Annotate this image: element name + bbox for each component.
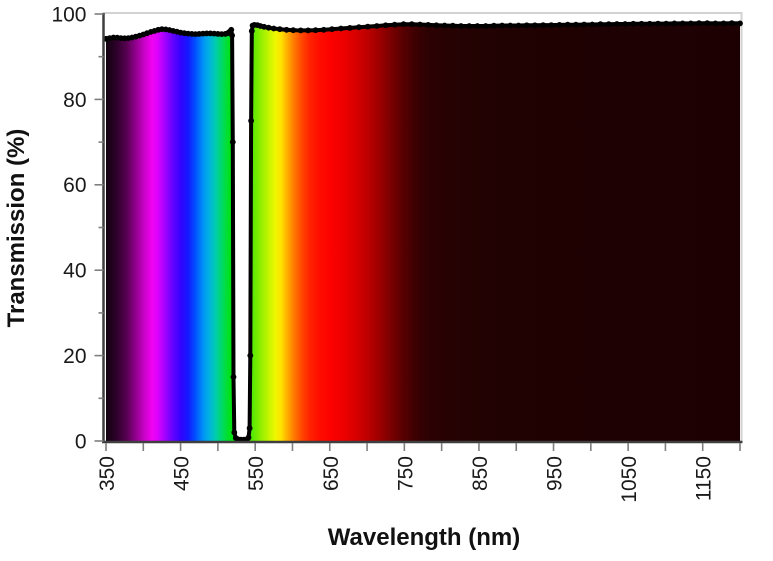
data-point-marker — [573, 21, 579, 28]
data-point-marker — [408, 21, 415, 28]
data-point-marker — [248, 117, 255, 124]
data-point-marker — [474, 23, 481, 29]
x-axis-title: Wavelength (nm) — [328, 524, 520, 551]
data-point-marker — [679, 20, 686, 27]
data-point-marker — [687, 20, 694, 27]
y-axis-title: Transmission (%) — [3, 129, 30, 328]
data-point-marker — [247, 352, 254, 359]
data-point-marker — [532, 22, 538, 29]
data-point-marker — [614, 21, 620, 27]
data-point-marker — [276, 26, 283, 33]
y-tick-label: 0 — [75, 430, 87, 453]
data-point-marker — [737, 20, 743, 27]
data-point-marker — [712, 20, 719, 27]
data-point-marker — [417, 21, 423, 28]
spectrum-area-path — [106, 23, 740, 441]
data-point-marker — [283, 26, 290, 33]
data-point-marker — [646, 20, 653, 27]
data-point-marker — [382, 22, 389, 29]
x-tick-label: 850 — [469, 456, 492, 491]
data-point-marker — [290, 27, 297, 34]
data-point-marker — [400, 21, 407, 28]
data-point-marker — [312, 27, 319, 34]
data-point-marker — [441, 22, 448, 29]
data-point-marker — [246, 425, 253, 432]
x-tick-label: 350 — [96, 456, 119, 491]
data-point-marker — [491, 22, 497, 29]
data-point-marker — [373, 23, 380, 29]
data-point-marker — [305, 27, 311, 34]
data-point-marker — [270, 25, 277, 32]
data-point-marker — [356, 24, 362, 31]
data-point-marker — [449, 22, 456, 29]
data-point-marker — [425, 22, 432, 28]
data-point-marker — [265, 24, 272, 31]
data-point-marker — [655, 20, 661, 27]
data-point-marker — [230, 374, 237, 380]
x-tick-label: 950 — [544, 456, 567, 491]
data-point-marker — [515, 22, 522, 29]
data-point-marker — [630, 20, 637, 27]
data-point-marker — [466, 23, 473, 29]
x-tick-label: 1150 — [693, 456, 716, 501]
data-point-marker — [245, 434, 252, 441]
data-point-marker — [720, 20, 727, 27]
data-point-marker — [597, 21, 604, 28]
data-point-marker — [261, 23, 267, 30]
x-tick-label: 650 — [320, 456, 343, 491]
data-point-marker — [433, 22, 440, 29]
data-point-marker — [728, 20, 735, 27]
data-point-marker — [229, 32, 236, 39]
x-tick-label: 750 — [394, 456, 417, 491]
data-point-marker — [540, 22, 546, 28]
x-tick-label: 550 — [245, 456, 268, 491]
data-point-marker — [622, 21, 628, 27]
y-tick-label: 60 — [63, 174, 86, 197]
data-point-marker — [507, 22, 514, 29]
data-point-marker — [228, 26, 235, 33]
data-point-marker — [231, 429, 238, 436]
data-point-marker — [696, 20, 702, 27]
data-point-marker — [297, 27, 304, 34]
transmission-curve — [103, 20, 743, 443]
data-point-marker — [248, 28, 255, 34]
data-point-marker — [320, 26, 327, 33]
y-tick-label: 20 — [63, 345, 86, 368]
y-tick-label: 80 — [63, 89, 86, 112]
y-tick-label: 100 — [51, 3, 86, 26]
data-point-marker — [391, 21, 398, 28]
data-point-marker — [605, 21, 612, 28]
y-tick-label: 40 — [63, 260, 86, 283]
data-point-marker — [364, 23, 371, 30]
data-point-marker — [482, 23, 489, 29]
data-point-marker — [671, 20, 678, 27]
data-point-marker — [663, 20, 670, 27]
data-point-marker — [229, 139, 236, 146]
data-point-marker — [548, 22, 555, 28]
data-point-marker — [564, 21, 571, 28]
data-point-marker — [638, 20, 645, 27]
data-point-marker — [523, 22, 530, 29]
data-point-marker — [704, 20, 711, 27]
x-tick-label: 450 — [171, 456, 194, 491]
data-point-marker — [347, 25, 353, 31]
data-point-marker — [329, 26, 335, 33]
data-point-marker — [338, 25, 344, 32]
x-tick-label: 1050 — [618, 456, 641, 503]
data-point-marker — [581, 21, 587, 28]
spectrum-area-fill — [106, 23, 740, 441]
data-point-marker — [499, 22, 505, 29]
plot-border — [102, 12, 743, 442]
axes — [94, 13, 743, 451]
data-point-marker — [458, 23, 464, 29]
data-point-marker — [589, 21, 596, 28]
data-point-marker — [556, 22, 563, 28]
tick-labels: 0 20 40 60 80 100 350 450 550 650 750 850 950 1050 115… — [51, 3, 715, 502]
